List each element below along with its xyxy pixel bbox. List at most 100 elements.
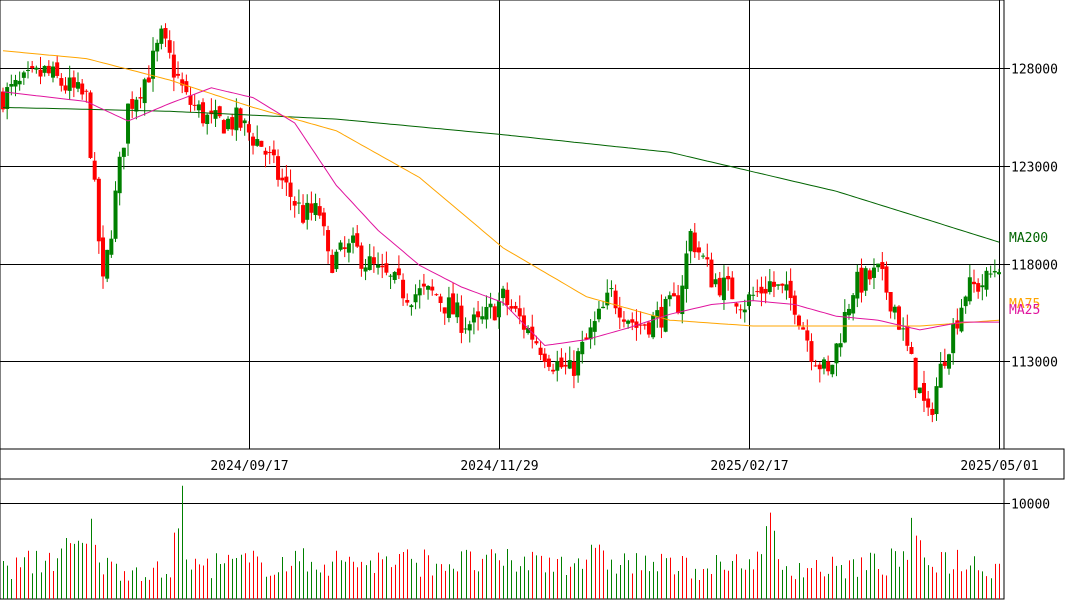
candle-body	[501, 288, 506, 299]
candle-body	[551, 369, 556, 372]
candle-body	[88, 92, 93, 158]
candle-body	[576, 351, 581, 376]
candle-body	[876, 263, 881, 268]
price-tick-label: 113000	[1011, 356, 1058, 371]
candle-body	[280, 177, 285, 181]
candle-body	[784, 284, 789, 291]
price-axis-labels: 128000 123000 118000 113000	[1011, 63, 1058, 371]
candle-body	[667, 295, 672, 300]
candle-body	[446, 297, 451, 318]
candle-body	[921, 383, 926, 401]
candle-body	[34, 67, 39, 70]
candle-body	[30, 66, 35, 68]
candle-body	[588, 327, 593, 340]
candle-body	[767, 281, 772, 293]
candle-body	[155, 42, 160, 52]
candle-body	[63, 85, 68, 91]
candle-body	[246, 124, 251, 133]
candle-body	[621, 319, 626, 322]
candle-body	[571, 361, 576, 376]
candle-body	[534, 341, 539, 344]
candle-body	[288, 182, 293, 197]
ma-line-ma25	[2, 87, 999, 347]
candle-body	[642, 324, 647, 326]
candle-body	[605, 292, 610, 306]
candle-body	[567, 360, 572, 369]
candle-body	[417, 288, 422, 296]
candle-body	[851, 295, 856, 314]
ma-label-ma75: MA75	[1009, 297, 1040, 312]
candle-body	[351, 235, 356, 243]
candle-body	[763, 288, 768, 294]
candle-body	[788, 280, 793, 299]
candle-body	[834, 343, 839, 364]
candle-body	[938, 363, 943, 388]
candle-body	[192, 104, 197, 106]
candle-body	[330, 254, 335, 273]
volume-bars	[3, 485, 1000, 599]
candle-body	[584, 337, 589, 340]
candle-body	[317, 206, 322, 216]
candle-body	[909, 347, 914, 354]
candle-body	[976, 283, 981, 292]
candle-body	[205, 114, 210, 124]
candle-body	[142, 79, 147, 104]
candle-body	[109, 238, 114, 255]
candle-body	[59, 78, 64, 86]
candle-body	[242, 120, 247, 124]
candle-body	[751, 294, 756, 296]
candle-body	[726, 275, 731, 280]
candle-body	[451, 293, 456, 315]
candle-body	[359, 245, 364, 269]
candle-body	[342, 247, 347, 250]
price-tick-label: 128000	[1011, 63, 1058, 78]
candle-body	[796, 315, 801, 326]
candle-body	[113, 190, 118, 239]
candle-body	[651, 315, 656, 338]
candle-body	[892, 306, 897, 313]
candle-body	[859, 267, 864, 293]
candle-body	[196, 104, 201, 111]
date-tick-label: 2025/02/17	[710, 459, 788, 474]
candle-body	[755, 291, 760, 293]
candle-body	[917, 387, 922, 394]
moving-averages	[2, 50, 1000, 347]
candle-body	[409, 305, 414, 308]
candle-body	[884, 266, 889, 293]
candle-body	[721, 277, 726, 301]
candle-body	[234, 107, 239, 131]
candle-body	[609, 288, 614, 290]
candle-body	[146, 77, 151, 83]
candle-body	[92, 160, 97, 180]
candle-body	[984, 270, 989, 290]
candle-body	[38, 69, 43, 77]
candle-body	[442, 307, 447, 314]
candle-body	[51, 66, 56, 78]
candle-body	[255, 139, 260, 146]
candle-body	[813, 365, 818, 367]
candle-body	[9, 84, 14, 87]
candle-body	[821, 359, 826, 369]
candle-body	[76, 82, 81, 89]
candle-body	[459, 305, 464, 333]
candle-body	[284, 176, 289, 183]
ma-label-ma25: MA25	[1009, 303, 1040, 318]
candle-body	[759, 286, 764, 294]
candle-body	[434, 294, 439, 296]
candle-body	[546, 358, 551, 367]
candle-body	[613, 290, 618, 309]
candle-body	[776, 284, 781, 286]
candle-body	[863, 268, 868, 291]
candle-body	[817, 364, 822, 370]
candle-body	[117, 156, 122, 194]
candle-body	[480, 316, 485, 320]
candle-body	[46, 65, 51, 74]
candle-body	[880, 262, 885, 270]
candle-body	[301, 205, 306, 223]
candle-body	[130, 99, 135, 109]
candle-body	[17, 80, 22, 85]
candle-body	[676, 295, 681, 314]
ma-line-ma200	[2, 106, 1000, 243]
date-tick-label: 2025/05/01	[960, 459, 1038, 474]
candle-body	[484, 306, 489, 320]
